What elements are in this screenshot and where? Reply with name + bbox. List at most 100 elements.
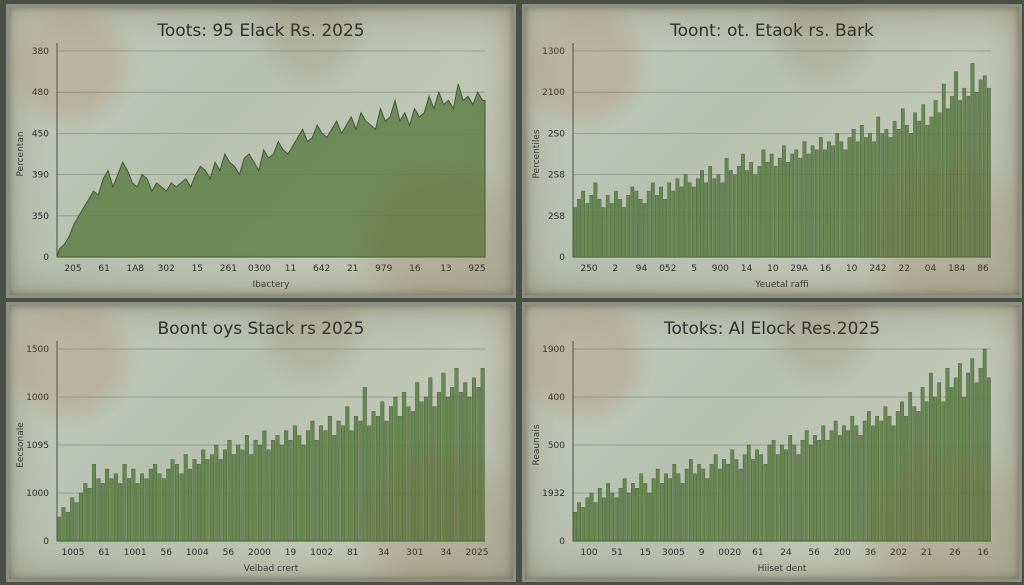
bar bbox=[467, 396, 472, 542]
bar bbox=[622, 207, 626, 258]
x-tick-label: 16 bbox=[409, 264, 421, 274]
bar bbox=[135, 483, 140, 542]
bar bbox=[631, 483, 635, 542]
bar bbox=[933, 396, 937, 542]
bar bbox=[696, 178, 700, 258]
bar bbox=[118, 483, 123, 542]
bar bbox=[131, 468, 136, 542]
bar bbox=[700, 170, 704, 258]
bar bbox=[349, 430, 354, 542]
bar bbox=[192, 459, 197, 542]
bar bbox=[74, 502, 79, 542]
bar bbox=[428, 377, 433, 542]
bar bbox=[916, 411, 921, 542]
bar bbox=[672, 463, 677, 542]
bar bbox=[749, 162, 754, 258]
bar bbox=[974, 382, 979, 542]
bar bbox=[157, 473, 162, 542]
bar bbox=[345, 406, 350, 542]
y-tick-label: 390 bbox=[32, 171, 49, 181]
bar bbox=[871, 425, 875, 542]
bar bbox=[581, 190, 585, 258]
bar bbox=[842, 425, 846, 542]
x-tick-label: 94 bbox=[636, 264, 648, 274]
bar bbox=[140, 473, 145, 542]
bar bbox=[314, 439, 319, 542]
bar bbox=[751, 459, 755, 542]
bar bbox=[664, 473, 668, 542]
bar bbox=[65, 511, 70, 542]
bar bbox=[905, 124, 909, 258]
bar bbox=[683, 174, 688, 258]
bar bbox=[618, 487, 623, 542]
bar bbox=[573, 207, 577, 258]
y-tick-label: 1900 bbox=[542, 345, 565, 355]
bar bbox=[941, 83, 946, 258]
bar bbox=[437, 391, 442, 542]
x-tick-label: 56 bbox=[161, 548, 173, 558]
bar bbox=[223, 449, 228, 542]
bar bbox=[57, 516, 62, 542]
x-axis-label: Yeuetal raffi bbox=[754, 280, 808, 290]
bar bbox=[288, 439, 293, 542]
bar bbox=[757, 166, 762, 258]
bar bbox=[87, 487, 92, 542]
x-tick-label: 10 bbox=[846, 264, 858, 274]
y-tick-label: 0 bbox=[43, 253, 49, 263]
bar bbox=[921, 104, 926, 258]
x-tick-label: 9 bbox=[699, 548, 705, 558]
bar bbox=[761, 149, 766, 258]
bar bbox=[970, 358, 975, 542]
bar bbox=[879, 420, 884, 542]
bar bbox=[292, 425, 297, 542]
bar bbox=[978, 79, 983, 258]
bar bbox=[647, 492, 652, 542]
x-tick-label: 04 bbox=[925, 264, 937, 274]
bar bbox=[257, 444, 262, 542]
x-tick-label: 261 bbox=[220, 264, 237, 274]
y-tick-label: 400 bbox=[548, 393, 565, 403]
bar bbox=[880, 133, 885, 258]
bar bbox=[639, 473, 644, 542]
bar bbox=[663, 199, 667, 258]
y-tick-label: 1300 bbox=[542, 47, 565, 57]
x-tick-label: 21 bbox=[347, 264, 358, 274]
bar bbox=[675, 178, 680, 258]
x-axis-label: Velbad crert bbox=[244, 564, 299, 574]
bar bbox=[866, 411, 871, 542]
bar bbox=[70, 497, 75, 542]
bar bbox=[788, 435, 793, 542]
bar bbox=[593, 502, 598, 542]
bar bbox=[375, 415, 380, 542]
x-tick-label: 11 bbox=[285, 264, 296, 274]
bar bbox=[610, 492, 615, 542]
bar bbox=[900, 108, 905, 258]
bar bbox=[950, 96, 954, 258]
bar bbox=[720, 182, 725, 258]
bar bbox=[804, 430, 809, 542]
bar bbox=[904, 415, 908, 542]
x-tick-label: 250 bbox=[580, 264, 597, 274]
bar bbox=[240, 449, 245, 542]
bar bbox=[585, 203, 590, 258]
bar bbox=[170, 459, 175, 542]
bar bbox=[148, 468, 153, 542]
bar bbox=[332, 435, 337, 542]
bar bbox=[854, 425, 859, 542]
y-tick-label: 0 bbox=[43, 537, 49, 547]
bar bbox=[753, 174, 758, 258]
bar bbox=[798, 157, 803, 258]
y-tick-label: 380 bbox=[32, 47, 49, 57]
bar bbox=[651, 478, 656, 542]
bar bbox=[738, 468, 743, 542]
bar bbox=[909, 133, 913, 258]
x-tick-label: 5 bbox=[691, 264, 697, 274]
x-axis-label: Ibactery bbox=[253, 280, 291, 290]
bar bbox=[266, 449, 271, 542]
bar bbox=[589, 492, 594, 542]
x-tick-label: 100 bbox=[580, 548, 597, 558]
bar bbox=[778, 157, 782, 258]
x-tick-label: 2 bbox=[612, 264, 618, 274]
y-axis-label: Percentiles bbox=[532, 129, 542, 178]
bar bbox=[732, 174, 737, 258]
